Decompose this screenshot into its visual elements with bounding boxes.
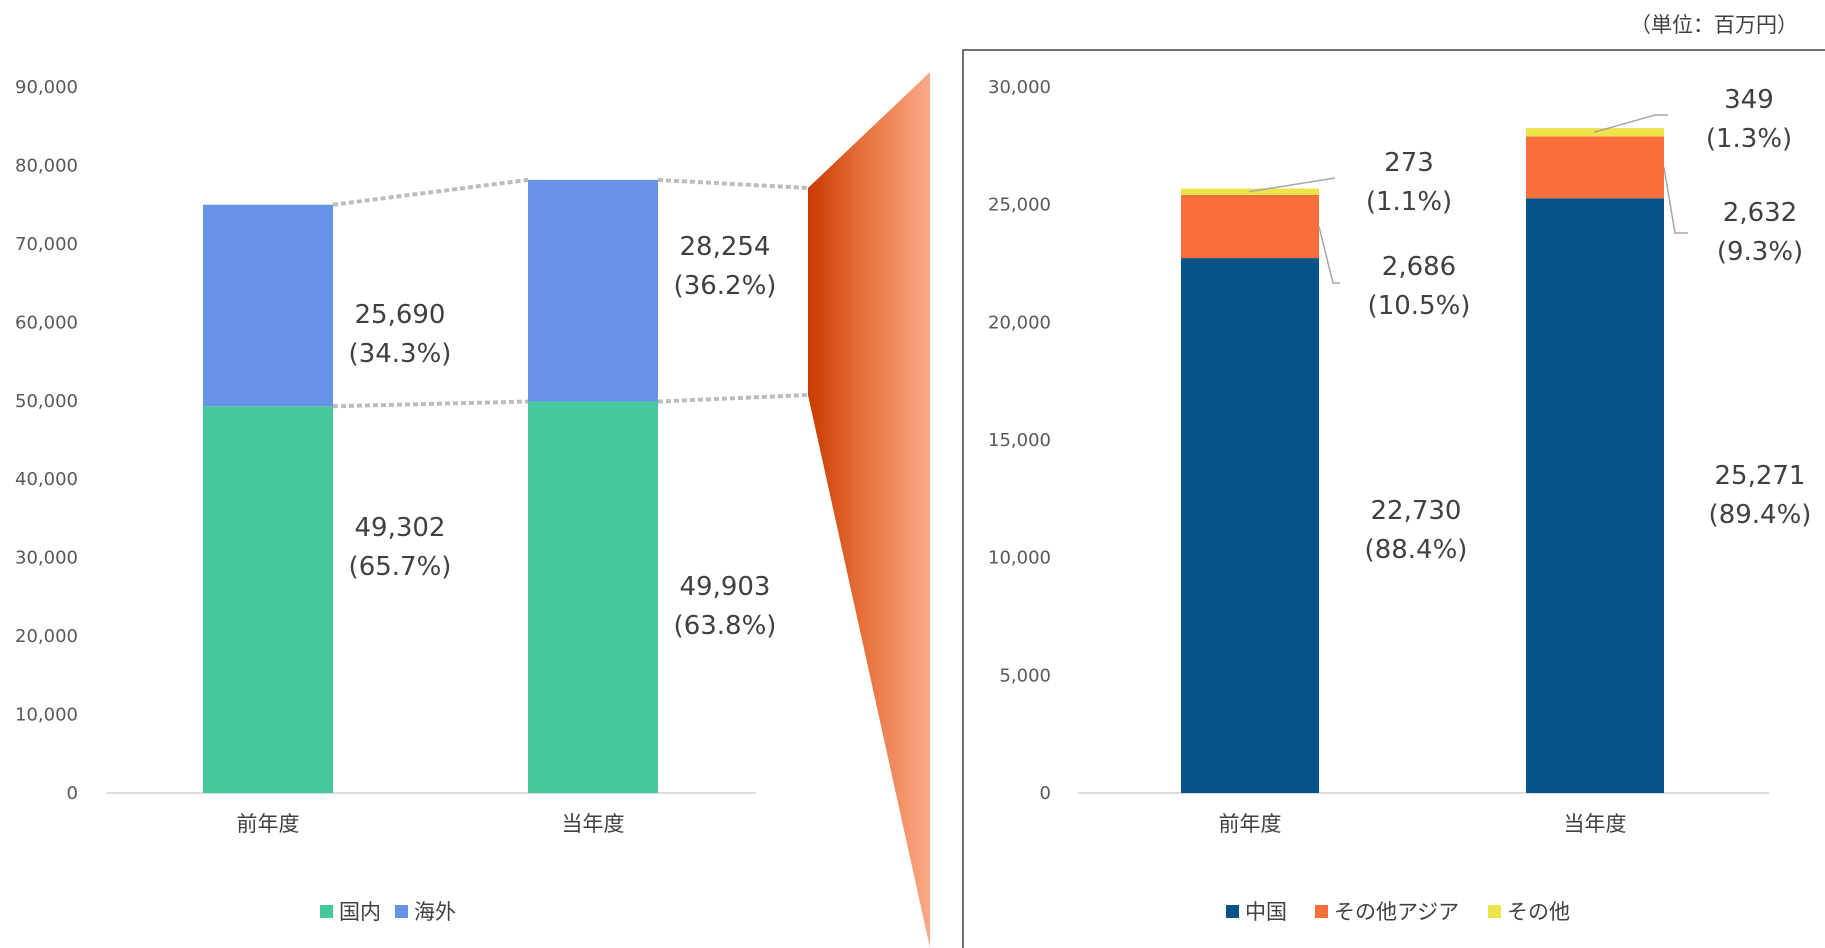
domestic-overseas-chart: 0 10,000 20,000 30,000 40,000 50,000 60,000 70,… xyxy=(15,77,809,924)
data-label-share: (1.1%) xyxy=(1366,187,1452,217)
y-tick-label: 0 xyxy=(1040,783,1051,804)
zoom-connector xyxy=(808,72,930,948)
data-label-value: 28,254 xyxy=(680,232,771,262)
y-tick-label: 90,000 xyxy=(15,77,78,98)
x-category-label: 前年度 xyxy=(1219,812,1282,836)
unit-note: （単位：百万円） xyxy=(1630,13,1798,37)
bar-segment xyxy=(1526,136,1664,199)
bar-segment xyxy=(1526,198,1664,794)
y-tick-label: 20,000 xyxy=(988,312,1051,333)
zoom-panel-frame xyxy=(962,49,1825,948)
legend-swatch xyxy=(395,905,408,918)
data-label-value: 49,903 xyxy=(680,572,771,602)
y-tick-label: 20,000 xyxy=(15,626,78,647)
legend-swatch xyxy=(1488,905,1501,918)
leader-line xyxy=(1593,114,1668,133)
bar-segment xyxy=(528,179,658,402)
data-label-share: (10.5%) xyxy=(1368,291,1471,321)
data-label-value: 22,730 xyxy=(1371,496,1462,526)
data-label-value: 49,302 xyxy=(355,513,446,543)
data-label-share: (34.3%) xyxy=(349,339,452,369)
legend-label: 中国 xyxy=(1245,900,1287,924)
x-category-label: 当年度 xyxy=(1564,812,1627,836)
leader-line xyxy=(1318,226,1340,284)
bar-segment xyxy=(1181,194,1319,259)
data-label-share: (65.7%) xyxy=(349,552,452,582)
y-tick-label: 50,000 xyxy=(15,391,78,412)
y-tick-label: 10,000 xyxy=(15,705,78,726)
zoom-guide-line xyxy=(657,177,809,190)
x-category-label: 前年度 xyxy=(237,812,300,836)
overseas-breakdown-chart: 0 5,000 10,000 15,000 20,000 25,000 30,000 前年度 当… xyxy=(988,77,1811,924)
data-label-share: (63.8%) xyxy=(674,611,777,641)
legend-label: その他アジア xyxy=(1334,900,1459,924)
legend-swatch xyxy=(1315,905,1328,918)
data-label-share: (89.4%) xyxy=(1709,500,1812,530)
series-connector-line xyxy=(332,177,529,207)
y-tick-label: 40,000 xyxy=(15,469,78,490)
legend-label: 国内 xyxy=(339,900,381,924)
bar-segment xyxy=(528,401,658,793)
legend-swatch xyxy=(320,905,333,918)
zoom-guide-line xyxy=(657,393,809,404)
data-label-value: 25,690 xyxy=(355,300,446,330)
series-connector-line xyxy=(332,399,529,409)
leader-line xyxy=(1663,167,1688,234)
data-label-share: (88.4%) xyxy=(1365,535,1468,565)
data-label-value: 349 xyxy=(1724,85,1774,115)
leader-line xyxy=(1248,177,1336,193)
y-tick-label: 25,000 xyxy=(988,195,1051,216)
data-label-value: 25,271 xyxy=(1715,461,1806,491)
y-tick-label: 10,000 xyxy=(988,548,1051,569)
y-tick-label: 60,000 xyxy=(15,312,78,333)
data-label-value: 2,686 xyxy=(1382,252,1456,282)
data-label-value: 2,632 xyxy=(1723,198,1797,228)
x-category-label: 当年度 xyxy=(562,812,625,836)
y-tick-label: 30,000 xyxy=(15,548,78,569)
y-tick-label: 0 xyxy=(67,783,78,804)
data-label-share: (9.3%) xyxy=(1717,237,1803,267)
bar-segment xyxy=(203,406,333,793)
legend-label: その他 xyxy=(1507,900,1570,924)
y-tick-label: 15,000 xyxy=(988,430,1051,451)
legend-swatch xyxy=(1226,905,1239,918)
data-label-share: (1.3%) xyxy=(1706,124,1792,154)
bar-segment xyxy=(203,204,333,407)
y-tick-label: 5,000 xyxy=(999,665,1051,686)
y-tick-label: 80,000 xyxy=(15,155,78,176)
legend-label: 海外 xyxy=(414,900,456,924)
y-tick-label: 70,000 xyxy=(15,234,78,255)
data-label-value: 273 xyxy=(1384,148,1434,178)
data-label-share: (36.2%) xyxy=(674,271,777,301)
y-tick-label: 30,000 xyxy=(988,77,1051,98)
bar-segment xyxy=(1181,258,1319,793)
